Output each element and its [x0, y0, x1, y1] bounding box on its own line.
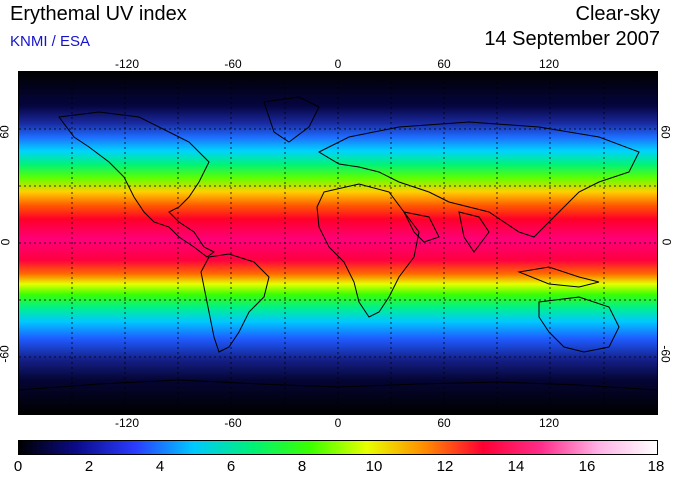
lon-tick-bottom: -120: [114, 416, 140, 430]
colorbar-tick: 8: [297, 458, 307, 475]
lat-tick-left: -60: [0, 345, 12, 363]
credit-label: KNMI / ESA: [10, 33, 91, 50]
india-outline: [458, 211, 490, 253]
colorbar-tick: 6: [226, 458, 236, 475]
eurasia-outline: [317, 121, 640, 238]
lat-tick-left: 60: [0, 125, 12, 139]
colorbar-tick: 4: [155, 458, 165, 475]
uv-colorbar: [18, 440, 658, 455]
arabia-outline: [403, 211, 440, 243]
colorbar-tick: 10: [365, 458, 383, 475]
lat-tick-right: -60: [658, 345, 673, 363]
lon-tick-bottom: 60: [437, 416, 451, 430]
lon-tick-bottom: 0: [334, 416, 342, 430]
north-america-outline: [58, 111, 215, 258]
colorbar-tick: 16: [578, 458, 596, 475]
lat-tick-left: 0: [0, 239, 12, 246]
lat-tick-right: 0: [659, 238, 674, 246]
uv-index-map: [18, 71, 658, 415]
graticule: [19, 72, 657, 414]
colorbar-tick: 0: [13, 458, 23, 475]
colorbar-tick: 12: [436, 458, 454, 475]
australia-outline: [538, 296, 620, 353]
greenland-outline: [263, 96, 320, 143]
map-title: Erythemal UV index: [10, 3, 187, 25]
indonesia-outline: [517, 266, 600, 288]
colorbar-tick: 18: [647, 458, 665, 475]
map-date: 14 September 2007: [484, 28, 660, 50]
lon-tick-top: 120: [538, 57, 560, 71]
lon-tick-top: 60: [437, 57, 451, 71]
lon-tick-top: 0: [334, 57, 342, 71]
africa-outline: [316, 183, 420, 318]
colorbar-tick: 14: [507, 458, 525, 475]
antarctica-outline: [19, 379, 657, 391]
lon-tick-top: -60: [224, 57, 242, 71]
uv-map-svg: [19, 72, 657, 414]
sky-condition: Clear-sky: [575, 3, 660, 25]
south-america-outline: [200, 253, 270, 353]
lon-tick-top: -120: [114, 57, 140, 71]
lon-tick-bottom: 120: [538, 416, 560, 430]
lon-tick-bottom: -60: [224, 416, 242, 430]
coastlines: [19, 96, 657, 391]
colorbar-tick: 2: [84, 458, 94, 475]
lat-tick-right: 60: [658, 125, 673, 139]
